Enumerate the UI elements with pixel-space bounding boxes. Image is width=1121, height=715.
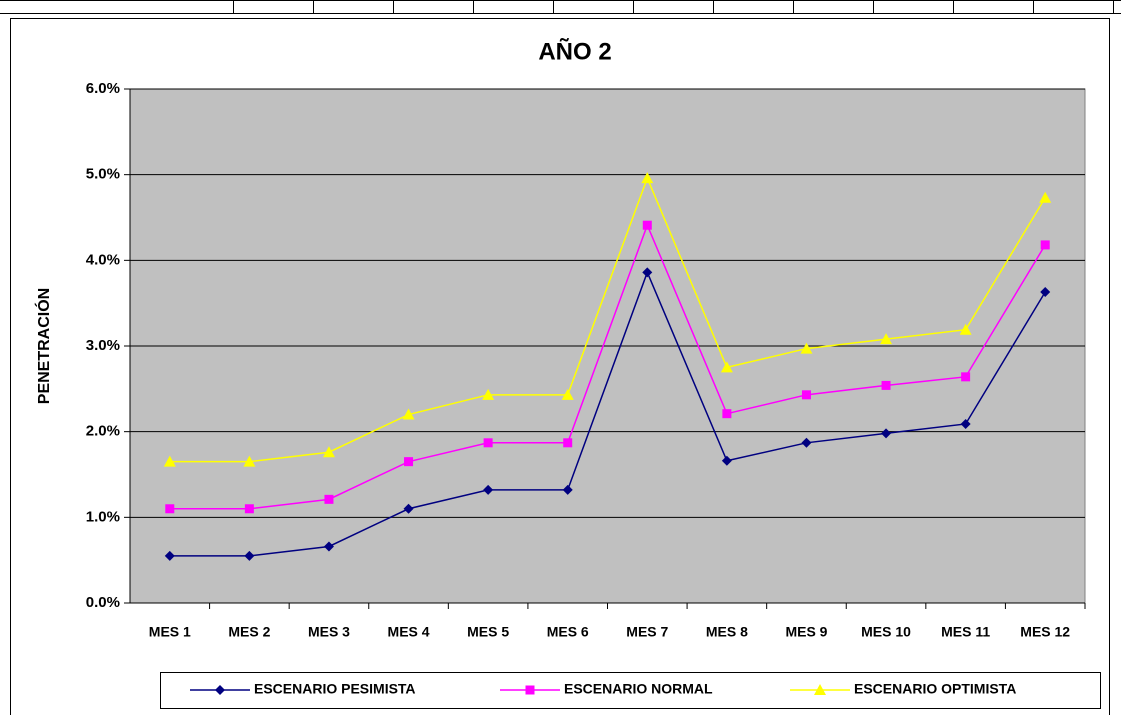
x-tick-label: MES 12: [1020, 624, 1070, 640]
marker: [1039, 191, 1052, 203]
marker: [561, 388, 574, 400]
y-tick-label: 3.0%: [86, 337, 120, 354]
marker: [1040, 240, 1050, 250]
sheet-grid: [0, 0, 1121, 14]
marker: [483, 484, 494, 495]
marker: [243, 455, 256, 467]
marker: [881, 428, 892, 439]
y-tick-label: 6.0%: [86, 80, 120, 97]
marker: [720, 361, 733, 373]
chart-title: AÑO 2: [538, 37, 611, 65]
marker: [404, 457, 414, 467]
series-line: [169, 270, 1046, 557]
marker: [800, 342, 813, 354]
x-tick-label: MES 2: [228, 624, 270, 640]
marker: [403, 503, 414, 514]
x-tick-label: MES 4: [388, 624, 430, 640]
y-tick-label: 5.0%: [86, 166, 120, 183]
marker: [163, 455, 176, 467]
marker: [402, 408, 415, 420]
marker: [642, 267, 653, 278]
marker: [323, 541, 334, 552]
x-tick-label: MES 3: [308, 624, 350, 640]
marker: [244, 504, 254, 514]
marker: [324, 494, 334, 504]
series-line: [169, 223, 1046, 510]
marker: [165, 504, 175, 514]
marker: [960, 418, 971, 429]
marker: [1040, 287, 1051, 298]
marker: [880, 333, 893, 345]
marker: [722, 409, 732, 419]
marker: [881, 380, 891, 390]
series-line: [169, 176, 1046, 463]
x-tick-label: MES 8: [706, 624, 748, 640]
marker: [562, 484, 573, 495]
y-tick-label: 0.0%: [86, 594, 120, 611]
marker: [322, 446, 335, 458]
x-tick-label: MES 11: [941, 624, 990, 640]
legend-label: ESCENARIO OPTIMISTA: [854, 681, 1016, 697]
y-axis-label: PENETRACIÓN: [34, 288, 53, 404]
marker: [482, 388, 495, 400]
x-tick-label: MES 6: [547, 624, 589, 640]
marker: [563, 438, 573, 448]
marker: [801, 390, 811, 400]
y-tick-label: 2.0%: [86, 423, 120, 440]
legend-label: ESCENARIO PESIMISTA: [254, 681, 416, 697]
marker: [244, 550, 255, 561]
marker: [642, 220, 652, 230]
marker: [801, 437, 812, 448]
x-tick-label: MES 5: [467, 624, 509, 640]
x-tick-label: MES 9: [785, 624, 827, 640]
marker: [959, 323, 972, 335]
x-tick-label: MES 10: [861, 624, 911, 640]
marker: [641, 172, 654, 184]
marker: [961, 372, 971, 382]
marker: [721, 455, 732, 466]
legend-box: [160, 672, 1101, 709]
x-tick-label: MES 7: [626, 624, 668, 640]
x-tick-label: MES 1: [149, 624, 191, 640]
marker: [483, 438, 493, 448]
marker: [525, 685, 535, 695]
marker: [215, 685, 225, 695]
y-tick-label: 1.0%: [86, 508, 120, 525]
y-tick-label: 4.0%: [86, 251, 120, 268]
marker: [814, 684, 826, 695]
legend-label: ESCENARIO NORMAL: [564, 681, 713, 697]
marker: [164, 550, 175, 561]
